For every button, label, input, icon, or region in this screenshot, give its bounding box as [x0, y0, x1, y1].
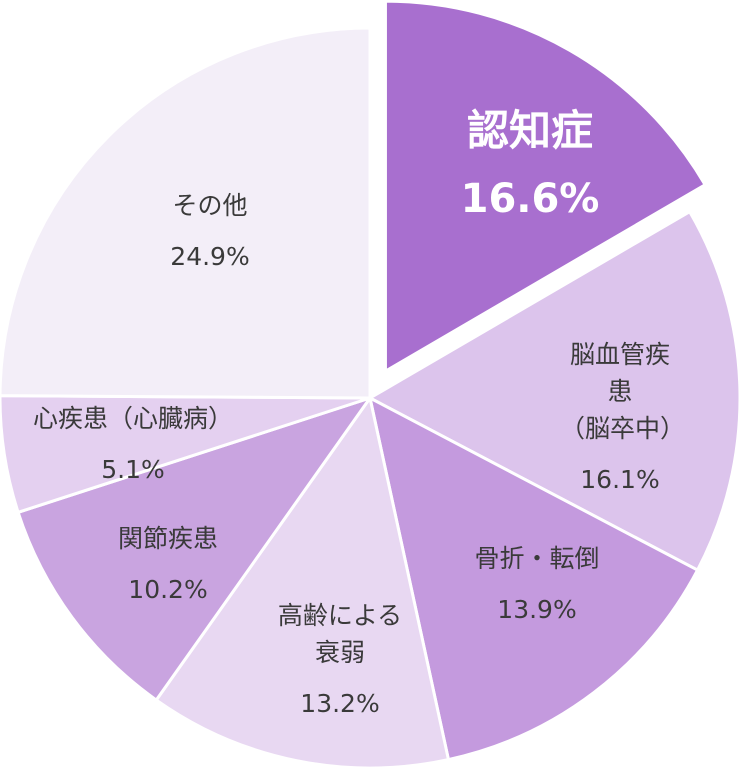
value-label: 24.9% — [170, 242, 250, 271]
slice-label: 関節疾患 10.2% — [118, 520, 218, 608]
value-label: 5.1% — [101, 455, 165, 484]
value-label: 13.2% — [300, 689, 380, 718]
pie-slice — [16, 395, 374, 703]
pie-slice — [154, 394, 451, 769]
value-label: 13.9% — [497, 595, 577, 624]
category-label: 心疾患（心臓病） — [32, 404, 234, 433]
pie-slice — [367, 395, 700, 762]
category-label: 高齢による 衰弱 — [277, 601, 403, 667]
slice-label: その他 24.9% — [170, 187, 249, 275]
slice-label: 脳血管疾患 （脳卒中） 16.1% — [560, 336, 686, 498]
slice-label: 骨折・転倒 13.9% — [474, 540, 599, 628]
category-label: 関節疾患 — [117, 524, 219, 553]
slice-label: 高齢による 衰弱 13.2% — [278, 597, 402, 722]
value-label: 10.2% — [128, 575, 208, 604]
value-label: 16.1% — [580, 465, 660, 494]
value-label: 16.6% — [460, 176, 600, 222]
category-label: 骨折・転倒 — [474, 544, 600, 573]
category-label: その他 — [172, 191, 248, 220]
category-label: 認知症 — [466, 106, 593, 155]
slice-label: 認知症 16.6% — [461, 106, 600, 224]
category-label: 脳血管疾患 （脳卒中） — [560, 340, 686, 443]
pie-slice — [383, 0, 708, 374]
slice-label: 心疾患（心臓病） 5.1% — [33, 400, 233, 488]
pie-slice — [0, 26, 372, 400]
